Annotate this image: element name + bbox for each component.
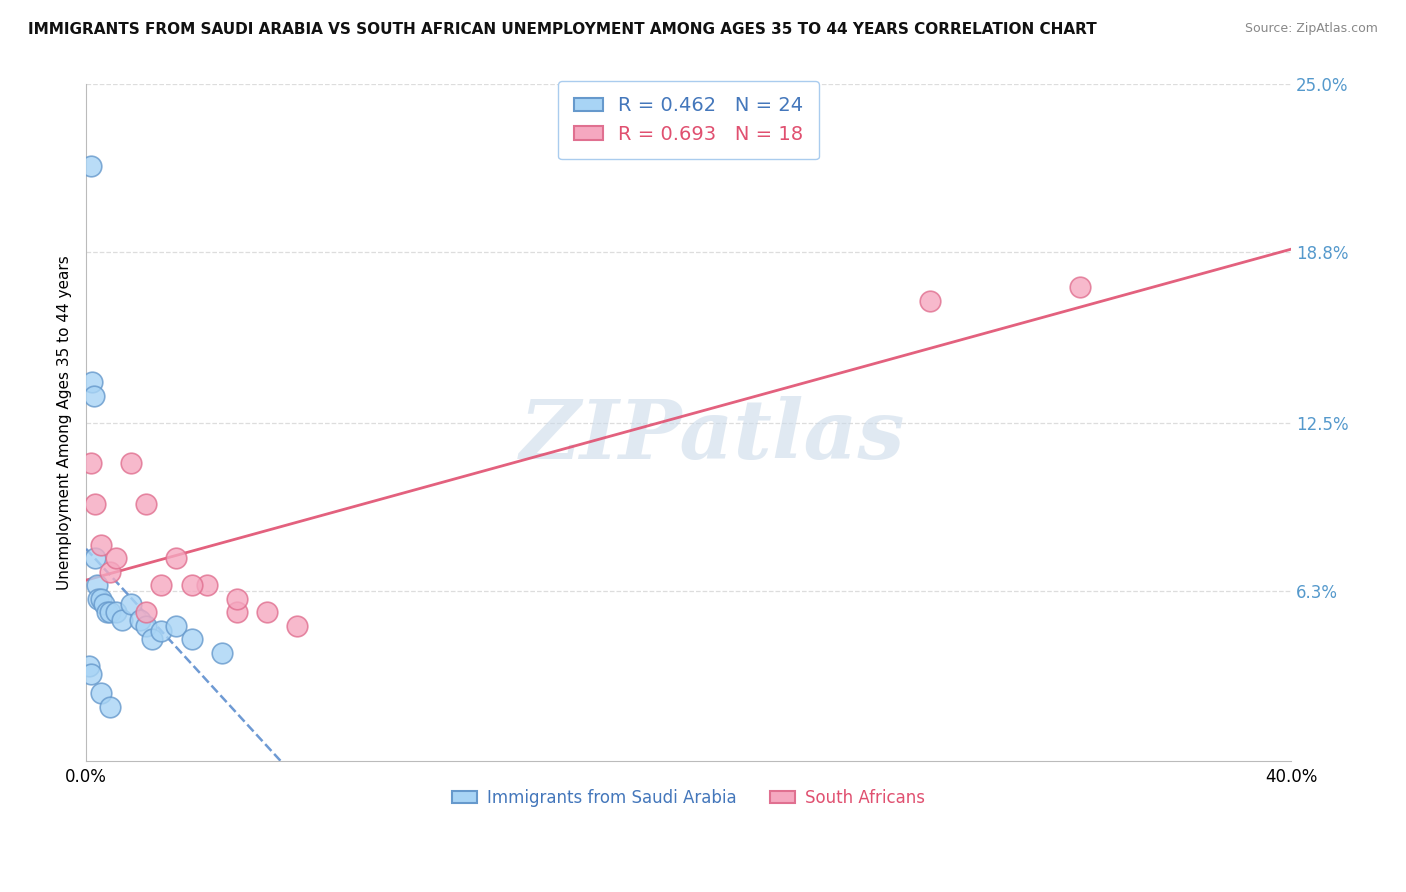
Point [84,551,107,566]
Point [93,597,115,611]
Text: IMMIGRANTS FROM SAUDI ARABIA VS SOUTH AFRICAN UNEMPLOYMENT AMONG AGES 35 TO 44 Y: IMMIGRANTS FROM SAUDI ARABIA VS SOUTH AF… [28,22,1097,37]
Point [120,597,142,611]
Point [98,605,121,619]
Point [129,613,152,627]
Y-axis label: Unemployment Among Ages 35 to 44 years: Unemployment Among Ages 35 to 44 years [58,255,72,591]
Point [135,619,157,633]
Point [135,605,157,619]
Point [285,619,308,633]
Point [86,578,108,592]
Point [79,456,101,470]
Point [918,293,941,308]
Point [180,632,202,647]
Point [120,456,142,470]
Point [90,591,112,606]
Point [90,537,112,551]
Text: Source: ZipAtlas.com: Source: ZipAtlas.com [1244,22,1378,36]
Point [90,686,112,700]
Point [82,375,104,389]
Point [1069,280,1091,294]
Point [96,605,118,619]
Point [135,497,157,511]
Point [79,667,101,681]
Point [98,565,121,579]
Point [150,624,173,639]
Point [166,619,188,633]
Point [98,700,121,714]
Point [180,578,202,592]
Point [111,613,134,627]
Point [195,578,218,592]
Point [83,389,105,403]
Text: ZIPatlas: ZIPatlas [520,396,905,476]
Point [105,551,128,566]
Legend: Immigrants from Saudi Arabia, South Africans: Immigrants from Saudi Arabia, South Afri… [446,782,932,814]
Point [84,497,107,511]
Point [256,605,278,619]
Point [79,159,101,173]
Point [225,591,247,606]
Point [211,646,233,660]
Point [166,551,188,566]
Point [150,578,173,592]
Point [105,605,128,619]
Point [141,632,163,647]
Point [77,659,100,673]
Point [87,591,110,606]
Point [225,605,247,619]
